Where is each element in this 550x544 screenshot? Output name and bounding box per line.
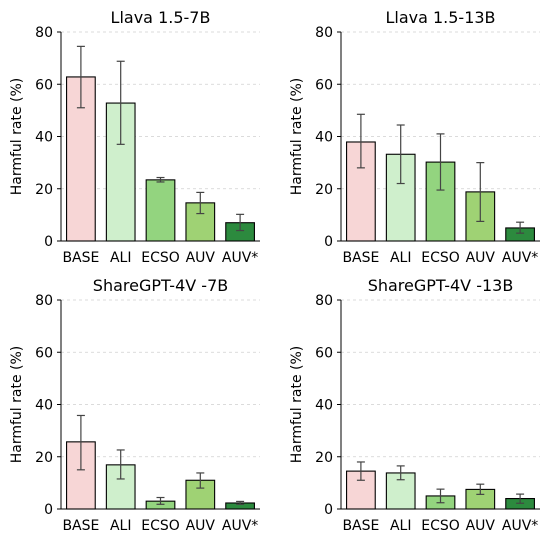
x-tick-label: BASE	[342, 518, 379, 534]
y-tick-label: 0	[324, 502, 333, 518]
x-tick-label: ALI	[390, 250, 412, 266]
y-tick-label: 0	[44, 502, 53, 518]
y-tick-label: 80	[315, 293, 333, 309]
chart-panel-2: BASE ALI ECSO AUV AUV* 0 20 40 60 80 Harmful rate …	[289, 8, 540, 266]
y-tick-label: 20	[315, 450, 333, 466]
y-axis-label: Harmful rate (%)	[9, 78, 25, 196]
y-tick-label: 60	[35, 77, 53, 93]
x-tick-label: AUV*	[502, 518, 538, 534]
x-tick-label: BASE	[62, 250, 99, 266]
y-tick-label: 0	[44, 234, 53, 250]
chart-panel-3: BASE ALI ECSO AUV AUV* 0 20 40 60 80 Harmful rate …	[9, 276, 260, 534]
x-tick-label: AUV	[466, 250, 496, 266]
chart-title: ShareGPT-4V -13B	[368, 276, 514, 295]
chart-panel-4: BASE ALI ECSO AUV AUV* 0 20 40 60 80 Harmful rate …	[289, 276, 540, 534]
x-tick-label: AUV	[186, 518, 216, 534]
chart-panel-1: BASE ALI ECSO AUV AUV* 0 20 40 60 80 Harmful rate …	[9, 8, 260, 266]
x-tick-label: AUV*	[502, 250, 538, 266]
y-tick-label: 80	[35, 25, 53, 41]
x-tick-label: BASE	[342, 250, 379, 266]
y-tick-label: 40	[315, 130, 333, 146]
y-tick-label: 80	[35, 293, 53, 309]
x-tick-label: ECSO	[421, 518, 460, 534]
y-tick-label: 20	[315, 182, 333, 198]
y-axis-label: Harmful rate (%)	[289, 78, 305, 196]
y-tick-label: 40	[315, 398, 333, 414]
y-tick-label: 80	[315, 25, 333, 41]
y-tick-label: 60	[35, 345, 53, 361]
x-tick-label: ECSO	[141, 250, 180, 266]
x-tick-label: ALI	[390, 518, 412, 534]
y-tick-label: 0	[324, 234, 333, 250]
chart-title: Llava 1.5-13B	[385, 8, 495, 27]
x-tick-label: ECSO	[141, 518, 180, 534]
bar-ali	[385, 472, 416, 510]
bar-ecso	[145, 179, 176, 242]
y-tick-label: 20	[35, 450, 53, 466]
x-tick-label: ALI	[110, 518, 132, 534]
x-tick-label: BASE	[62, 518, 99, 534]
chart-title: Llava 1.5-7B	[111, 8, 211, 27]
x-tick-label: ECSO	[421, 250, 460, 266]
y-tick-label: 40	[35, 130, 53, 146]
x-tick-label: AUV*	[222, 518, 258, 534]
y-tick-label: 40	[35, 398, 53, 414]
y-axis-label: Harmful rate (%)	[289, 346, 305, 464]
y-tick-label: 20	[35, 182, 53, 198]
chart-title: ShareGPT-4V -7B	[93, 276, 228, 295]
x-tick-label: AUV	[186, 250, 216, 266]
x-tick-label: ALI	[110, 250, 132, 266]
y-axis-label: Harmful rate (%)	[9, 346, 25, 464]
y-tick-label: 60	[315, 345, 333, 361]
x-tick-label: AUV*	[222, 250, 258, 266]
y-tick-label: 60	[315, 77, 333, 93]
x-tick-label: AUV	[466, 518, 496, 534]
